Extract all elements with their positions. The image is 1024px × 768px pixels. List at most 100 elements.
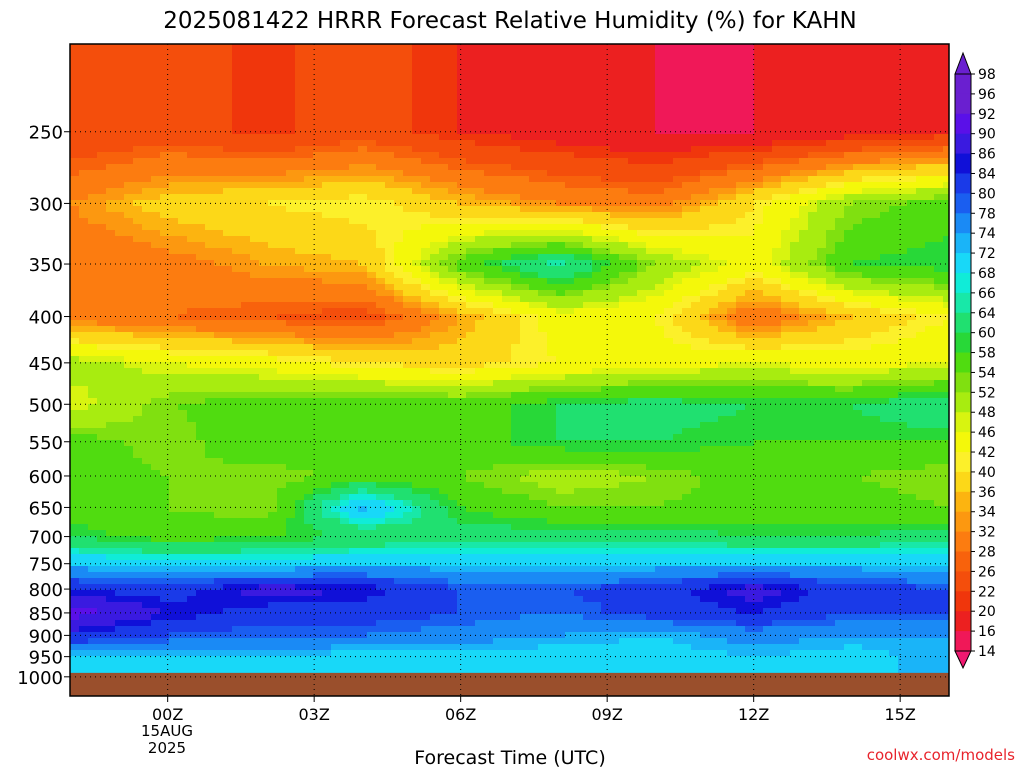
field-cell xyxy=(853,302,863,309)
field-cell xyxy=(241,290,251,297)
field-cell xyxy=(826,332,836,339)
field-cell xyxy=(889,122,899,129)
field-cell xyxy=(151,56,161,63)
field-cell xyxy=(268,296,278,303)
field-cell xyxy=(736,242,746,249)
field-cell xyxy=(880,188,890,195)
field-cell xyxy=(304,128,314,135)
field-cell xyxy=(583,188,593,195)
field-cell xyxy=(385,146,395,153)
field-cell xyxy=(475,122,485,129)
field-cell xyxy=(628,50,638,57)
field-cell xyxy=(277,50,287,57)
field-cell xyxy=(394,146,404,153)
field-cell xyxy=(250,284,260,291)
field-cell xyxy=(718,68,728,75)
field-cell xyxy=(736,110,746,117)
field-cell xyxy=(763,122,773,129)
field-cell xyxy=(124,218,134,225)
field-cell xyxy=(583,200,593,207)
field-cell xyxy=(214,344,224,351)
field-cell xyxy=(790,326,800,333)
field-cell xyxy=(142,158,152,165)
field-cell xyxy=(700,236,710,243)
field-cell xyxy=(196,254,206,261)
field-cell xyxy=(682,296,692,303)
field-cell xyxy=(511,134,521,141)
field-cell xyxy=(205,152,215,159)
field-cell xyxy=(124,140,134,147)
field-cell xyxy=(808,44,818,51)
field-cell xyxy=(817,338,827,345)
field-cell xyxy=(232,308,242,315)
field-cell xyxy=(313,314,323,321)
field-cell xyxy=(520,194,530,201)
field-cell xyxy=(268,326,278,333)
field-cell xyxy=(268,92,278,99)
field-cell xyxy=(106,284,116,291)
field-cell xyxy=(376,206,386,213)
field-cell xyxy=(160,62,170,69)
field-cell xyxy=(268,194,278,201)
field-cell xyxy=(412,206,422,213)
field-cell xyxy=(268,158,278,165)
field-cell xyxy=(214,326,224,333)
field-cell xyxy=(934,284,944,291)
field-cell xyxy=(538,176,548,183)
field-cell xyxy=(358,326,368,333)
field-cell xyxy=(844,116,854,123)
field-cell xyxy=(655,248,665,255)
field-cell xyxy=(223,134,233,141)
field-cell xyxy=(160,302,170,309)
field-cell xyxy=(790,332,800,339)
field-cell xyxy=(862,326,872,333)
field-cell xyxy=(178,134,188,141)
field-cell xyxy=(754,140,764,147)
field-cell xyxy=(385,92,395,99)
field-cell xyxy=(790,284,800,291)
field-cell xyxy=(538,224,548,231)
field-cell xyxy=(934,278,944,285)
field-cell xyxy=(907,218,917,225)
field-cell xyxy=(934,254,944,261)
field-cell xyxy=(97,50,107,57)
field-cell xyxy=(268,74,278,81)
field-cell xyxy=(853,194,863,201)
field-cell xyxy=(394,188,404,195)
field-cell xyxy=(205,344,215,351)
field-cell xyxy=(466,188,476,195)
field-cell xyxy=(538,302,548,309)
field-cell xyxy=(394,122,404,129)
field-cell xyxy=(97,344,107,351)
field-cell xyxy=(529,92,539,99)
field-cell xyxy=(457,116,467,123)
field-cell xyxy=(727,152,737,159)
field-cell xyxy=(808,266,818,273)
field-cell xyxy=(304,188,314,195)
field-cell xyxy=(133,44,143,51)
field-cell xyxy=(97,248,107,255)
field-cell xyxy=(817,146,827,153)
field-cell xyxy=(97,296,107,303)
field-cell xyxy=(808,50,818,57)
field-cell xyxy=(853,110,863,117)
field-cell xyxy=(871,296,881,303)
field-cell xyxy=(304,272,314,279)
field-cell xyxy=(250,332,260,339)
field-cell xyxy=(817,188,827,195)
field-cell xyxy=(781,158,791,165)
field-cell xyxy=(916,338,926,345)
field-cell xyxy=(682,224,692,231)
field-cell xyxy=(547,176,557,183)
field-cell xyxy=(889,50,899,57)
field-cell xyxy=(781,326,791,333)
field-cell xyxy=(340,308,350,315)
field-cell xyxy=(880,116,890,123)
field-cell xyxy=(520,308,530,315)
field-cell xyxy=(268,332,278,339)
field-cell xyxy=(907,302,917,309)
field-cell xyxy=(772,344,782,351)
field-cell xyxy=(223,272,233,279)
field-cell xyxy=(520,272,530,279)
field-cell xyxy=(772,98,782,105)
